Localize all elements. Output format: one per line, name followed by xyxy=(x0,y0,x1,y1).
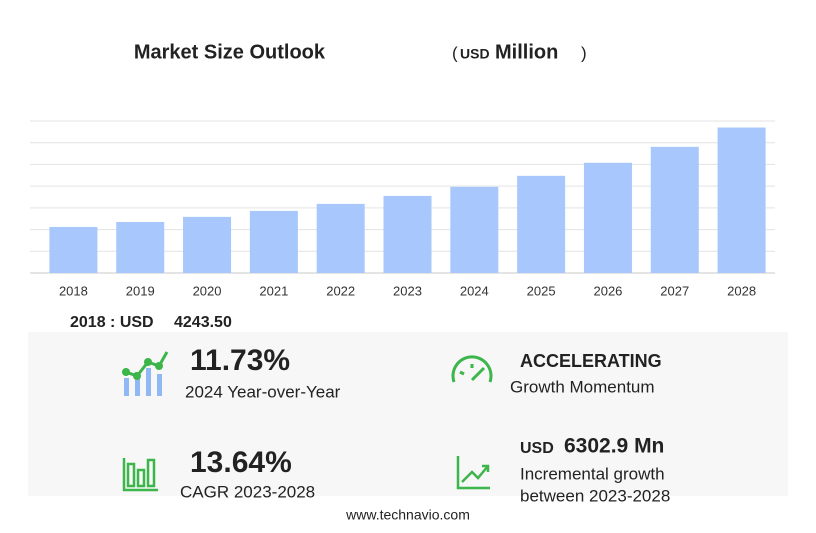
x-tick-label: 2027 xyxy=(660,283,689,298)
x-tick-label: 2026 xyxy=(593,283,622,298)
bar xyxy=(450,186,499,273)
icon-cagr xyxy=(122,458,158,492)
x-tick-label: 2018 xyxy=(59,283,88,298)
x-tick-label: 2021 xyxy=(259,283,288,298)
currency: USD xyxy=(460,46,490,62)
footer: www.technavio.com xyxy=(345,507,470,523)
bar xyxy=(650,146,699,273)
bar xyxy=(316,203,365,273)
kpi-value: 11.73% xyxy=(190,344,290,377)
x-tick-label: 2022 xyxy=(326,283,355,298)
paren: ( xyxy=(452,43,458,62)
kpi-value: ACCELERATING xyxy=(520,351,662,371)
plot: 2018 2019 2020 2021 2022 2023 2024 2025 2026 2027… xyxy=(30,120,775,298)
kpi-label: CAGR 2023-2028 xyxy=(180,482,315,501)
x-tick-label: 2025 xyxy=(527,283,556,298)
x-tick-label: 2024 xyxy=(460,283,489,298)
kpi-label: Growth Momentum xyxy=(510,377,655,396)
base-year: 2018 : USD xyxy=(70,314,154,331)
bar xyxy=(717,127,766,273)
bar xyxy=(517,175,566,273)
kpi-label: 2024 Year-over-Year xyxy=(185,382,341,401)
kpi-label: Incremental growth xyxy=(520,464,665,483)
bar xyxy=(249,210,298,273)
x-tick-label: 2020 xyxy=(193,283,222,298)
x-tick-label: 2019 xyxy=(126,283,155,298)
x-tick-label: 2028 xyxy=(727,283,756,298)
kpi-currency: USD xyxy=(520,440,554,457)
bar xyxy=(116,221,165,273)
kpi-value: 6302.9 Mn xyxy=(564,435,664,458)
x-tick-label: 2023 xyxy=(393,283,422,298)
bar xyxy=(583,162,632,273)
icon-growth xyxy=(456,456,490,490)
chart-title: Market Size Outlook xyxy=(134,41,326,63)
kpi-value: 13.64% xyxy=(190,446,292,479)
base-value: 4243.50 xyxy=(174,314,232,331)
kpi-label: between 2023-2028 xyxy=(520,486,670,505)
bar xyxy=(49,226,98,273)
bar xyxy=(383,195,432,273)
icon-gauge xyxy=(451,355,493,383)
bar xyxy=(183,216,232,273)
unit: Million xyxy=(495,41,558,63)
paren: ) xyxy=(581,43,587,62)
summary-panel xyxy=(28,332,788,496)
icon-yoy xyxy=(122,351,169,396)
